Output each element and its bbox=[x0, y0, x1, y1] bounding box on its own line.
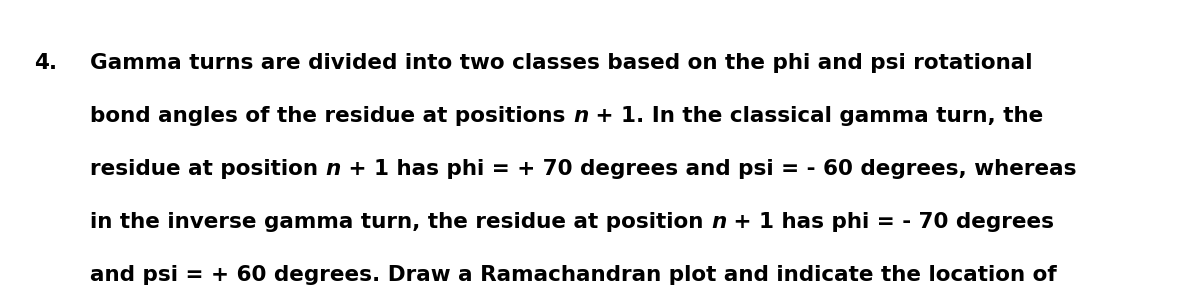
Text: residue at position: residue at position bbox=[90, 159, 325, 179]
Text: 4.: 4. bbox=[34, 53, 56, 73]
Text: + 1 has phi = - 70 degrees: + 1 has phi = - 70 degrees bbox=[726, 212, 1054, 232]
Text: in the inverse gamma turn, the residue at position: in the inverse gamma turn, the residue a… bbox=[90, 212, 710, 232]
Text: n: n bbox=[572, 106, 588, 126]
Text: + 1 has phi = + 70 degrees and psi = - 60 degrees, whereas: + 1 has phi = + 70 degrees and psi = - 6… bbox=[341, 159, 1076, 179]
Text: and psi = + 60 degrees. Draw a Ramachandran plot and indicate the location of: and psi = + 60 degrees. Draw a Ramachand… bbox=[90, 265, 1057, 285]
Text: n: n bbox=[325, 159, 341, 179]
Text: + 1. In the classical gamma turn, the: + 1. In the classical gamma turn, the bbox=[588, 106, 1043, 126]
Text: n: n bbox=[710, 212, 726, 232]
Text: Gamma turns are divided into two classes based on the phi and psi rotational: Gamma turns are divided into two classes… bbox=[90, 53, 1032, 73]
Text: bond angles of the residue at positions: bond angles of the residue at positions bbox=[90, 106, 572, 126]
